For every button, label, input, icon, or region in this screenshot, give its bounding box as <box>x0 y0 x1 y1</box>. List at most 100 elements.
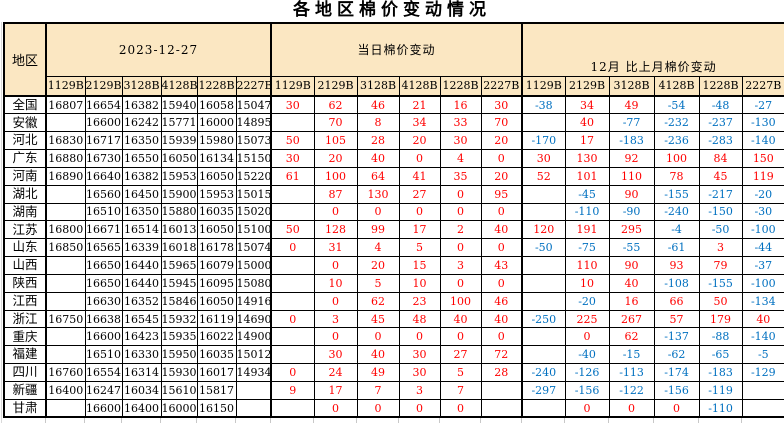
price-cell[interactable]: 16730 <box>84 149 123 168</box>
grade-header[interactable]: 2129B <box>84 75 123 97</box>
monthly-cell[interactable]: 90 <box>608 256 655 275</box>
grade-header[interactable]: 1129B <box>521 75 566 97</box>
price-cell[interactable]: 16095 <box>196 273 237 293</box>
daily-cell[interactable]: 62 <box>313 95 358 115</box>
monthly-cell[interactable]: -156 <box>564 381 610 400</box>
daily-change-group-header[interactable]: 当日棉价变动 <box>269 22 523 77</box>
daily-cell[interactable]: 9 <box>270 381 315 400</box>
monthly-cell[interactable]: -174 <box>653 363 700 382</box>
price-cell[interactable]: 16565 <box>84 238 123 258</box>
daily-cell[interactable]: 64 <box>356 166 400 186</box>
daily-cell[interactable]: 0 <box>356 327 400 347</box>
monthly-cell[interactable]: 66 <box>653 291 700 311</box>
monthly-cell[interactable]: 10 <box>564 273 610 293</box>
monthly-cell[interactable]: 0 <box>564 327 610 347</box>
daily-cell[interactable]: 0 <box>398 398 441 418</box>
price-cell[interactable]: 15900 <box>160 184 198 204</box>
daily-cell[interactable]: 31 <box>313 238 358 258</box>
daily-cell[interactable] <box>270 184 315 204</box>
price-cell[interactable]: 15940 <box>160 95 198 115</box>
price-cell[interactable]: 16017 <box>196 363 237 382</box>
daily-cell[interactable] <box>480 381 523 400</box>
price-cell[interactable]: 16050 <box>160 149 198 168</box>
monthly-cell[interactable]: -61 <box>653 238 700 258</box>
price-cell[interactable] <box>45 113 86 133</box>
monthly-cell[interactable]: 16 <box>608 291 655 311</box>
price-cell[interactable]: 16000 <box>196 113 237 133</box>
price-cell[interactable]: 15610 <box>160 381 198 400</box>
grade-header[interactable]: 4128B <box>160 75 198 97</box>
price-cell[interactable]: 16050 <box>196 291 237 311</box>
daily-cell[interactable]: 8 <box>356 113 400 133</box>
region-cell[interactable]: 山东 <box>3 238 47 258</box>
price-cell[interactable] <box>45 256 86 275</box>
grade-header[interactable]: 3128B <box>121 75 162 97</box>
daily-cell[interactable]: 0 <box>398 327 441 347</box>
grade-header[interactable]: 4128B <box>653 75 700 97</box>
monthly-cell[interactable]: -156 <box>653 381 700 400</box>
monthly-cell[interactable]: -134 <box>741 291 784 311</box>
region-cell[interactable]: 山西 <box>3 256 47 275</box>
price-cell[interactable]: 15100 <box>235 220 272 240</box>
region-cell[interactable]: 湖南 <box>3 202 47 222</box>
monthly-cell[interactable]: 93 <box>653 256 700 275</box>
price-cell[interactable]: 16830 <box>45 131 86 151</box>
price-cell[interactable]: 16650 <box>84 273 123 293</box>
price-cell[interactable]: 16514 <box>121 220 162 240</box>
daily-cell[interactable]: 7 <box>439 381 482 400</box>
monthly-cell[interactable]: -130 <box>741 113 784 133</box>
daily-cell[interactable]: 72 <box>480 345 523 365</box>
price-cell[interactable]: 15932 <box>160 309 198 329</box>
daily-cell[interactable]: 20 <box>398 131 441 151</box>
price-cell[interactable]: 16671 <box>84 220 123 240</box>
price-cell[interactable]: 16382 <box>121 95 162 115</box>
monthly-cell[interactable]: -240 <box>653 202 700 222</box>
daily-cell[interactable]: 34 <box>398 113 441 133</box>
monthly-cell[interactable]: 225 <box>564 309 610 329</box>
daily-cell[interactable]: 50 <box>270 131 315 151</box>
monthly-cell[interactable] <box>521 202 566 222</box>
monthly-cell[interactable]: -55 <box>608 238 655 258</box>
price-cell[interactable]: 16654 <box>84 95 123 115</box>
monthly-cell[interactable]: -40 <box>564 345 610 365</box>
daily-cell[interactable]: 62 <box>356 291 400 311</box>
daily-cell[interactable]: 87 <box>313 184 358 204</box>
daily-cell[interactable]: 0 <box>480 149 523 168</box>
monthly-cell[interactable]: -100 <box>741 273 784 293</box>
region-cell[interactable]: 河南 <box>3 166 47 186</box>
price-cell[interactable]: 16545 <box>121 309 162 329</box>
daily-cell[interactable]: 17 <box>398 220 441 240</box>
daily-cell[interactable]: 0 <box>313 327 358 347</box>
grade-header[interactable]: 2129B <box>313 75 358 97</box>
monthly-cell[interactable]: -37 <box>741 256 784 275</box>
daily-cell[interactable]: 40 <box>480 220 523 240</box>
daily-cell[interactable] <box>270 345 315 365</box>
daily-cell[interactable]: 70 <box>480 113 523 133</box>
daily-cell[interactable]: 33 <box>439 113 482 133</box>
price-cell[interactable]: 15965 <box>160 256 198 275</box>
daily-cell[interactable]: 0 <box>356 202 400 222</box>
price-cell[interactable]: 16150 <box>196 398 237 418</box>
monthly-cell[interactable]: -20 <box>741 184 784 204</box>
monthly-cell[interactable]: -217 <box>698 184 743 204</box>
monthly-cell[interactable]: 40 <box>608 273 655 293</box>
daily-cell[interactable]: 0 <box>313 291 358 311</box>
daily-cell[interactable]: 2 <box>439 220 482 240</box>
daily-cell[interactable]: 4 <box>439 149 482 168</box>
price-cell[interactable]: 15980 <box>196 131 237 151</box>
region-cell[interactable]: 湖北 <box>3 184 47 204</box>
daily-cell[interactable]: 0 <box>480 273 523 293</box>
price-cell[interactable]: 14900 <box>235 327 272 347</box>
monthly-cell[interactable]: -155 <box>698 273 743 293</box>
daily-cell[interactable]: 0 <box>313 398 358 418</box>
daily-cell[interactable] <box>270 327 315 347</box>
price-cell[interactable]: 15000 <box>235 256 272 275</box>
daily-cell[interactable]: 0 <box>313 202 358 222</box>
price-cell[interactable]: 16450 <box>121 184 162 204</box>
price-cell[interactable]: 15020 <box>235 202 272 222</box>
price-cell[interactable]: 15935 <box>160 327 198 347</box>
price-cell[interactable]: 16640 <box>84 166 123 186</box>
price-cell[interactable]: 16330 <box>121 345 162 365</box>
price-cell[interactable]: 15073 <box>235 131 272 151</box>
price-cell[interactable]: 15939 <box>160 131 198 151</box>
